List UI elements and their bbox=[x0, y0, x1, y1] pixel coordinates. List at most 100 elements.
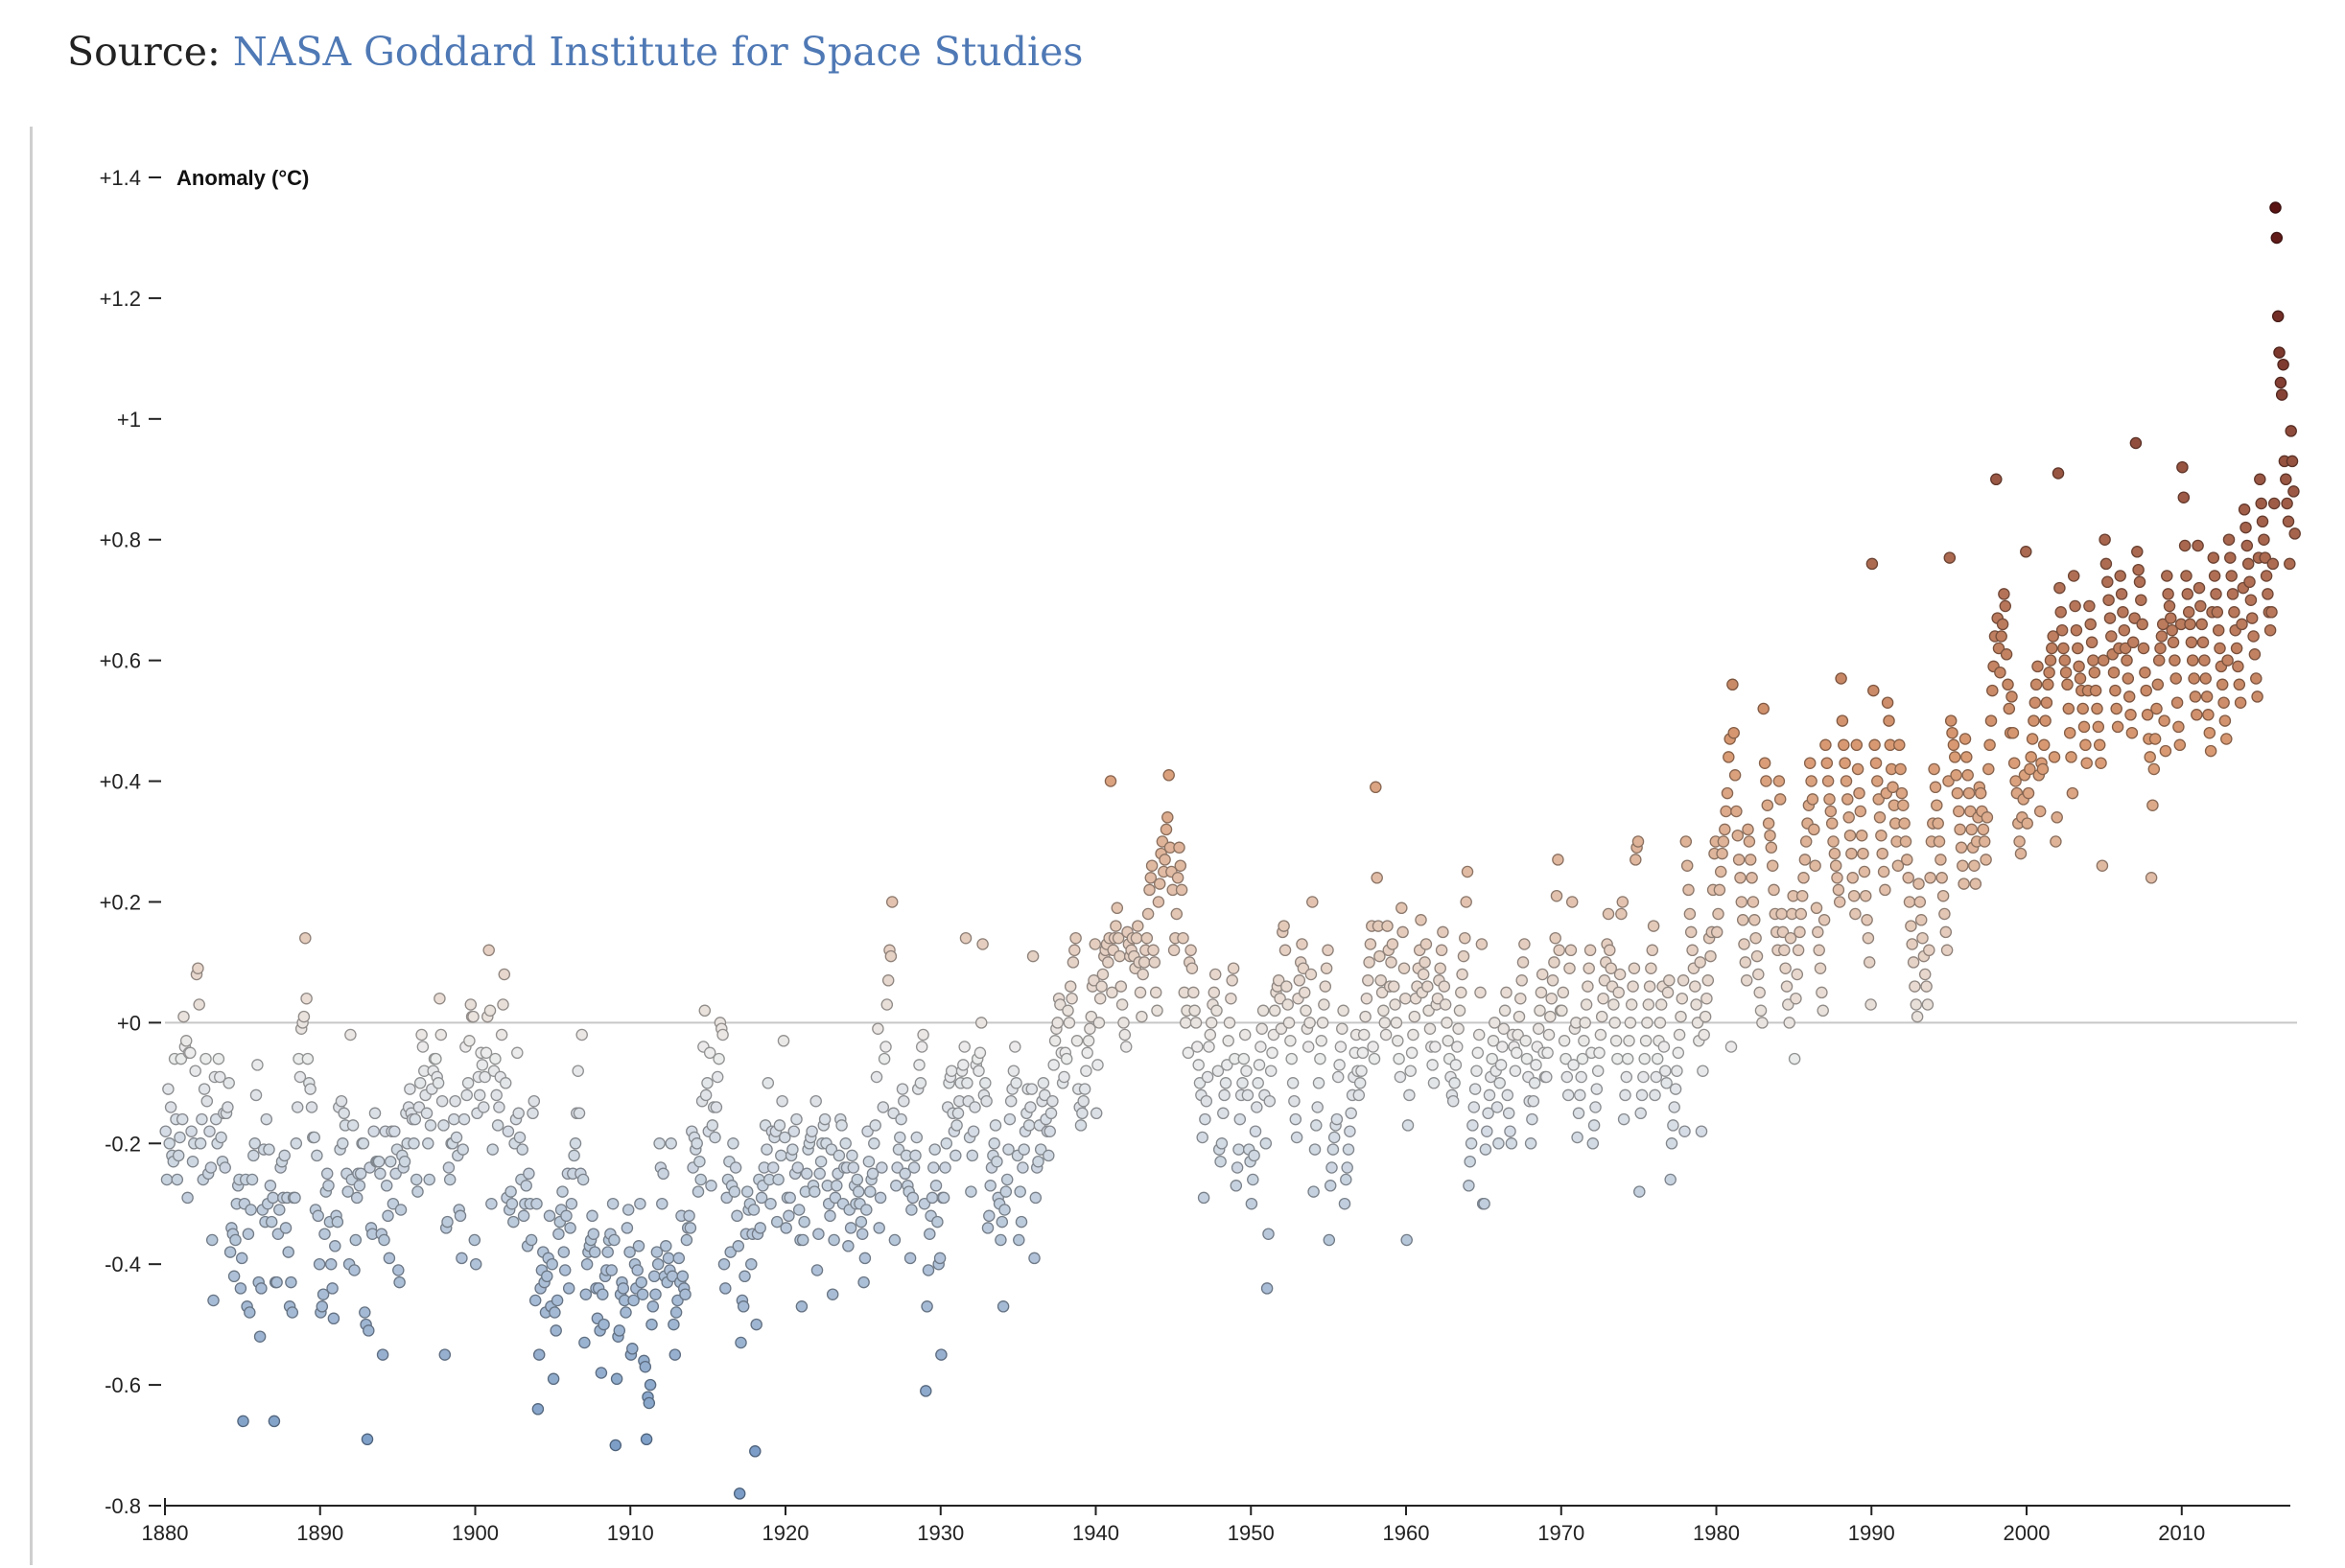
data-point bbox=[219, 1161, 231, 1174]
data-point bbox=[1583, 962, 1595, 974]
data-point bbox=[896, 1083, 909, 1095]
data-point bbox=[1219, 1077, 1232, 1089]
data-point bbox=[888, 1233, 902, 1247]
data-point bbox=[2220, 733, 2233, 745]
data-point bbox=[1417, 968, 1430, 981]
data-point bbox=[588, 1246, 601, 1258]
data-point bbox=[327, 1312, 340, 1325]
data-point bbox=[1651, 1052, 1664, 1065]
data-point bbox=[1627, 980, 1639, 993]
data-point bbox=[1730, 805, 1743, 818]
data-point bbox=[1875, 829, 1888, 842]
data-point bbox=[1859, 889, 1872, 902]
data-point bbox=[2122, 672, 2135, 685]
data-point bbox=[692, 1185, 705, 1198]
data-point bbox=[1943, 551, 1957, 564]
data-point bbox=[2061, 678, 2074, 691]
data-point bbox=[290, 1137, 303, 1150]
data-point bbox=[1935, 872, 1948, 884]
data-point bbox=[1013, 1233, 1025, 1247]
data-point bbox=[1492, 1137, 1505, 1150]
data-point bbox=[1869, 757, 1883, 769]
data-point bbox=[1280, 980, 1293, 993]
data-point bbox=[856, 1228, 869, 1240]
data-point bbox=[1894, 762, 1907, 776]
data-point bbox=[1479, 1143, 1492, 1156]
data-point bbox=[617, 1282, 630, 1295]
data-point bbox=[1631, 835, 1645, 848]
data-point bbox=[1456, 968, 1468, 981]
data-point bbox=[724, 1246, 737, 1258]
data-point bbox=[1171, 872, 1184, 884]
data-point bbox=[1393, 1052, 1405, 1065]
data-point bbox=[1659, 1065, 1672, 1077]
data-point bbox=[1167, 944, 1181, 957]
data-point bbox=[609, 1439, 622, 1452]
data-point bbox=[1744, 854, 1757, 866]
data-point bbox=[646, 1300, 660, 1313]
data-point bbox=[1201, 1070, 1214, 1084]
data-point bbox=[1810, 901, 1823, 915]
data-point bbox=[297, 1010, 311, 1023]
data-point bbox=[1916, 931, 1929, 945]
data-point bbox=[1619, 1088, 1631, 1102]
x-tick-label: 2000 bbox=[2004, 1521, 2051, 1545]
data-point bbox=[517, 1209, 530, 1223]
data-point bbox=[1765, 841, 1778, 854]
data-point bbox=[1624, 1017, 1637, 1029]
data-point bbox=[317, 1288, 330, 1300]
data-point bbox=[441, 1215, 454, 1229]
data-point bbox=[1677, 974, 1690, 987]
data-point bbox=[460, 1088, 473, 1102]
data-point bbox=[504, 1185, 517, 1198]
data-point bbox=[394, 1204, 408, 1216]
data-point bbox=[415, 1028, 428, 1041]
data-point bbox=[489, 1052, 502, 1065]
data-point bbox=[880, 998, 894, 1011]
data-point bbox=[1151, 1004, 1163, 1018]
data-point bbox=[915, 1041, 928, 1053]
data-point bbox=[1608, 1017, 1621, 1029]
data-point bbox=[1370, 781, 1382, 794]
x-tick-label: 1930 bbox=[917, 1521, 964, 1545]
data-point bbox=[869, 1119, 881, 1132]
data-point bbox=[248, 1137, 261, 1150]
data-point bbox=[1152, 896, 1165, 908]
data-point bbox=[1964, 805, 1977, 818]
source-link[interactable]: NASA Goddard Institute for Space Studies bbox=[232, 29, 1084, 75]
data-point bbox=[2199, 672, 2212, 685]
data-point bbox=[1306, 896, 1319, 908]
data-point bbox=[1241, 1088, 1255, 1102]
data-point bbox=[1535, 986, 1548, 999]
data-point bbox=[434, 1028, 448, 1041]
data-point bbox=[891, 1161, 903, 1174]
data-point bbox=[1895, 786, 1909, 800]
y-tick-label: +1 bbox=[117, 408, 141, 432]
data-point bbox=[1478, 1197, 1490, 1210]
data-point bbox=[2200, 690, 2214, 703]
data-point bbox=[1609, 1035, 1623, 1047]
data-point bbox=[926, 1191, 939, 1205]
data-point bbox=[422, 1137, 434, 1150]
data-point bbox=[1170, 907, 1184, 921]
data-point bbox=[1704, 949, 1717, 963]
data-point bbox=[1379, 1028, 1393, 1041]
data-point bbox=[608, 1233, 621, 1247]
data-point bbox=[2141, 709, 2154, 721]
data-point bbox=[485, 1197, 498, 1210]
data-point bbox=[1118, 1028, 1132, 1041]
data-point bbox=[2057, 642, 2070, 655]
data-point bbox=[647, 1270, 661, 1283]
data-point bbox=[2173, 738, 2187, 752]
data-point bbox=[1336, 1022, 1348, 1035]
data-point bbox=[1960, 751, 1973, 763]
data-point bbox=[2065, 751, 2077, 763]
data-point bbox=[251, 1059, 264, 1071]
data-point bbox=[1467, 1101, 1481, 1113]
data-point bbox=[1876, 847, 1888, 860]
data-point bbox=[1560, 1070, 1574, 1084]
data-point bbox=[1792, 944, 1805, 957]
data-point bbox=[701, 1077, 714, 1089]
data-point bbox=[2133, 575, 2146, 589]
data-point bbox=[331, 1215, 344, 1229]
